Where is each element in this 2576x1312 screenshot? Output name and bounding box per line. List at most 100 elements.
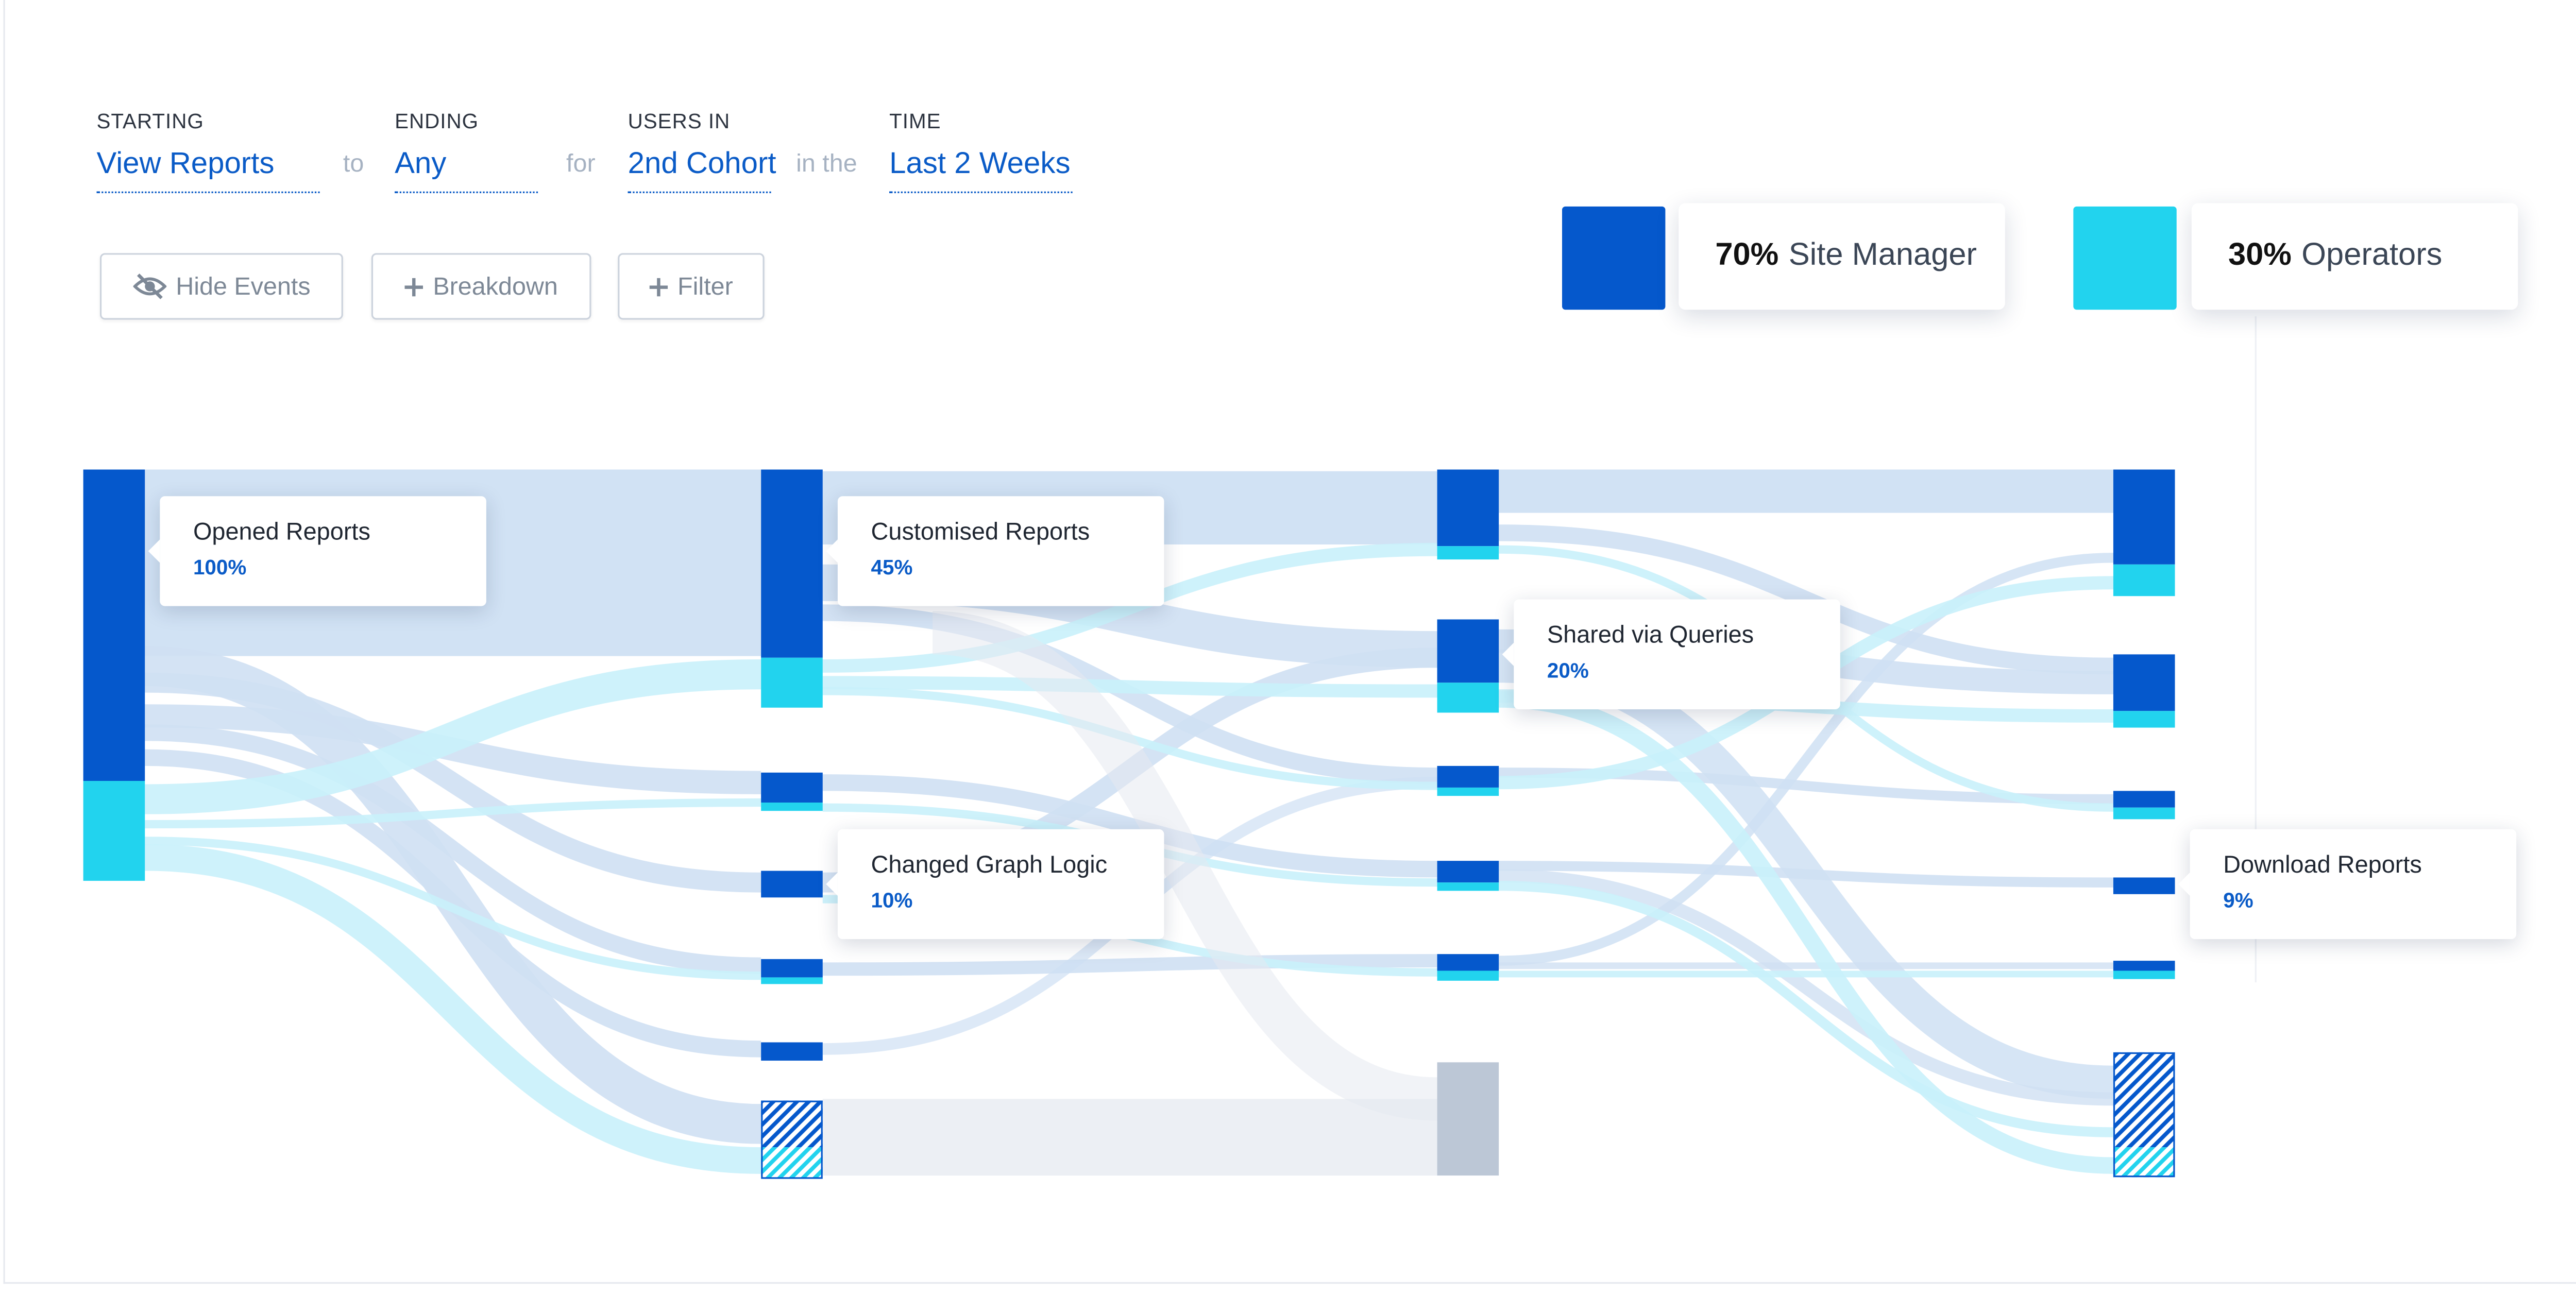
dropoff-node-operators[interactable] (761, 1147, 823, 1179)
users-in-selector[interactable]: USERS IN 2nd Cohort (628, 110, 776, 193)
node-name: Shared via Queries (1547, 622, 1754, 650)
sankey-link (1499, 553, 2113, 966)
flow-node-site-manager[interactable] (2113, 961, 2175, 971)
flow-node-site-manager[interactable] (761, 772, 823, 803)
flow-node-operators[interactable] (2113, 564, 2175, 597)
dropoff-node[interactable] (1437, 1062, 1499, 1176)
node-label-opened-reports[interactable]: Opened Reports 100% (148, 496, 486, 606)
flow-node-site-manager[interactable] (2113, 654, 2175, 711)
flow-node-operators[interactable] (2113, 970, 2175, 979)
sankey-link (145, 659, 761, 814)
flow-node-operators[interactable] (1437, 683, 1499, 713)
plus-icon (404, 277, 423, 296)
flow-node-site-manager[interactable] (1437, 765, 1499, 788)
dropoff-node-site-manager[interactable] (761, 1100, 823, 1148)
hide-events-label: Hide Events (176, 272, 311, 301)
gridline (2255, 316, 2257, 983)
connector-to: to (343, 149, 364, 178)
node-label-shared-via-queries[interactable]: Shared via Queries 20% (1502, 599, 1840, 710)
flow-node-site-manager[interactable] (1437, 619, 1499, 683)
connector-for: for (566, 149, 596, 178)
flow-node-site-manager[interactable] (1437, 469, 1499, 547)
flow-node-site-manager[interactable] (761, 959, 823, 978)
node-label-download-reports[interactable]: Download Reports 9% (2178, 829, 2517, 940)
node-name: Customised Reports (871, 519, 1090, 547)
ending-value[interactable]: Any (395, 146, 538, 193)
flow-node-site-manager[interactable] (2113, 877, 2175, 894)
node-percent: 9% (2223, 889, 2253, 913)
dropoff-node-site-manager[interactable] (2113, 1052, 2175, 1148)
sankey-link (1499, 691, 2113, 1174)
flow-node-operators[interactable] (1437, 787, 1499, 796)
breakdown-button[interactable]: Breakdown (371, 253, 591, 320)
sankey-link (145, 837, 761, 980)
node-label-customised-reports[interactable]: Customised Reports 45% (826, 496, 1164, 606)
connector-in-the: in the (796, 149, 857, 178)
time-label: TIME (889, 110, 941, 133)
dropoff-node-operators[interactable] (2113, 1147, 2175, 1178)
node-percent: 45% (871, 556, 913, 580)
filter-label: Filter (677, 272, 733, 301)
legend-operators: 30% Operators (2191, 203, 2518, 310)
flow-node-operators[interactable] (83, 780, 145, 881)
node-name: Download Reports (2223, 852, 2422, 879)
flow-node-site-manager[interactable] (2113, 469, 2175, 565)
sankey-link (1499, 880, 2113, 1137)
plus-icon (649, 277, 668, 296)
legend-swatch-site-manager (1562, 206, 1666, 310)
legend-percent: 30% (2228, 238, 2292, 274)
dropoff-node-outline (2113, 1052, 2175, 1178)
flow-node-site-manager[interactable] (761, 1042, 823, 1061)
flow-node-site-manager[interactable] (83, 469, 145, 781)
legend-percent: 70% (1715, 238, 1779, 274)
legend-swatch-operators (2073, 206, 2177, 310)
node-percent: 20% (1547, 659, 1589, 683)
flow-node-site-manager[interactable] (2113, 791, 2175, 808)
node-percent: 10% (871, 889, 913, 913)
dropoff-node-outline (761, 1100, 823, 1179)
node-label-changed-graph-logic[interactable]: Changed Graph Logic 10% (826, 829, 1164, 940)
legend-site-manager: 70% Site Manager (1679, 203, 2005, 310)
sankey-link (1499, 861, 2113, 888)
flow-node-operators[interactable] (761, 803, 823, 811)
flow-node-operators[interactable] (1437, 970, 1499, 981)
users-in-label: USERS IN (628, 110, 731, 133)
flow-node-operators[interactable] (2113, 711, 2175, 728)
flow-node-operators[interactable] (761, 657, 823, 708)
sankey-link (145, 798, 761, 829)
flow-node-operators[interactable] (761, 977, 823, 984)
hide-events-button[interactable]: Hide Events (99, 253, 343, 320)
time-selector[interactable]: TIME Last 2 Weeks (889, 110, 1073, 193)
ending-selector[interactable]: ENDING Any (395, 110, 538, 193)
legend-name: Operators (2301, 238, 2443, 274)
breakdown-label: Breakdown (433, 272, 558, 301)
filter-button[interactable]: Filter (618, 253, 765, 320)
sankey-link (145, 724, 761, 974)
ending-label: ENDING (395, 110, 479, 133)
sankey-link (932, 611, 1437, 1121)
sankey-link (822, 542, 1437, 673)
time-value[interactable]: Last 2 Weeks (889, 146, 1073, 193)
flow-node-operators[interactable] (1437, 546, 1499, 560)
sankey-link (145, 646, 761, 1144)
node-percent: 100% (193, 556, 247, 580)
node-name: Changed Graph Logic (871, 852, 1108, 879)
flow-node-site-manager[interactable] (1437, 954, 1499, 971)
users-in-value[interactable]: 2nd Cohort (628, 146, 776, 193)
eye-off-icon (132, 273, 166, 300)
flow-node-site-manager[interactable] (1437, 861, 1499, 883)
flow-node-site-manager[interactable] (761, 871, 823, 898)
sankey-link (822, 774, 1437, 878)
flow-node-operators[interactable] (2113, 807, 2175, 820)
legend-name: Site Manager (1788, 238, 1977, 274)
flow-node-site-manager[interactable] (761, 469, 823, 658)
node-name: Opened Reports (193, 519, 370, 547)
sankey-link (822, 676, 1437, 698)
starting-label: STARTING (96, 110, 204, 133)
starting-value[interactable]: View Reports (96, 146, 320, 193)
starting-selector[interactable]: STARTING View Reports (96, 110, 320, 193)
sankey-link (145, 844, 761, 1174)
flow-node-operators[interactable] (1437, 882, 1499, 891)
